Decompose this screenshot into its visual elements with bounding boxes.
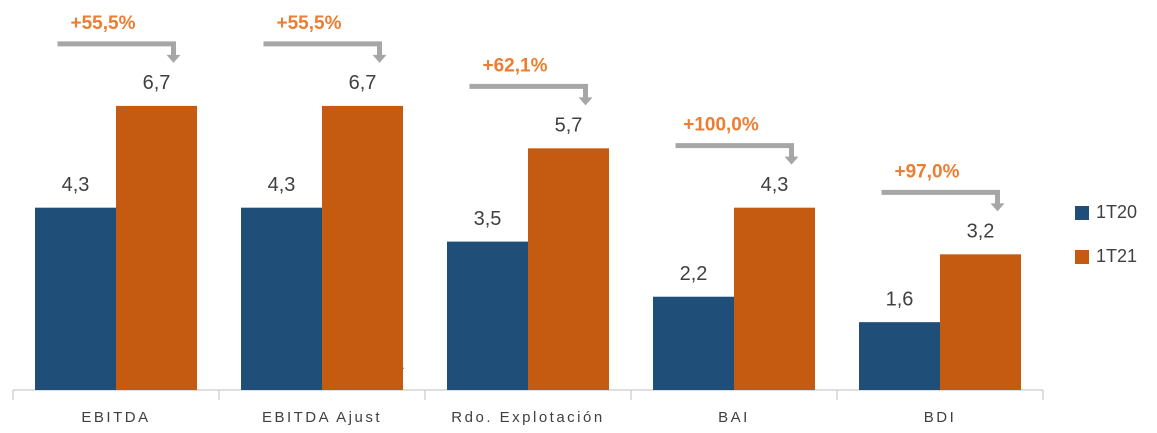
legend-swatch [1075,250,1089,264]
bar [653,296,734,390]
bracket-arrow [784,156,799,165]
bracket [57,41,176,57]
bracket-arrow [578,97,593,106]
value-label: 3,5 [474,208,502,230]
x-tick-label: Rdo. Explotación [451,409,604,426]
value-label: 4,3 [268,174,296,196]
bar [734,207,815,390]
value-label: 1,6 [886,288,914,310]
legend-swatch [1075,206,1089,220]
bar [859,322,940,390]
value-label: 6,7 [143,72,171,94]
bar [35,207,116,390]
change-annotation: +100,0% [683,115,759,136]
bracket [881,189,1000,206]
change-annotation: +55,5% [71,13,136,34]
change-annotation: +97,0% [895,161,960,182]
bracket-arrow [166,54,181,63]
bracket-arrow [372,54,387,63]
bar [940,254,1021,390]
bracket-arrow [990,203,1005,212]
bracket [263,41,382,57]
legend-label: 1T20 [1096,202,1137,222]
x-tick-label: EBITDA [81,409,150,426]
x-tick-label: EBITDA Ajust [262,409,382,426]
value-label: 2,2 [680,263,708,285]
value-label: 6,7 [349,72,377,94]
value-label: 4,3 [62,174,90,196]
value-label: 5,7 [555,115,583,137]
bar [116,105,197,391]
change-annotation: +55,5% [277,13,342,34]
change-annotation: +62,1% [483,55,548,76]
x-tick-label: BAI [718,409,750,426]
bar [241,207,322,390]
x-tick-label: BDI [924,409,957,426]
bracket [675,143,794,159]
bracket [469,83,588,100]
bar [447,241,528,390]
legend-label: 1T21 [1096,246,1137,266]
bar [528,148,609,390]
bar [322,105,403,391]
value-label: 3,2 [967,221,995,243]
value-label: 4,3 [761,174,789,196]
